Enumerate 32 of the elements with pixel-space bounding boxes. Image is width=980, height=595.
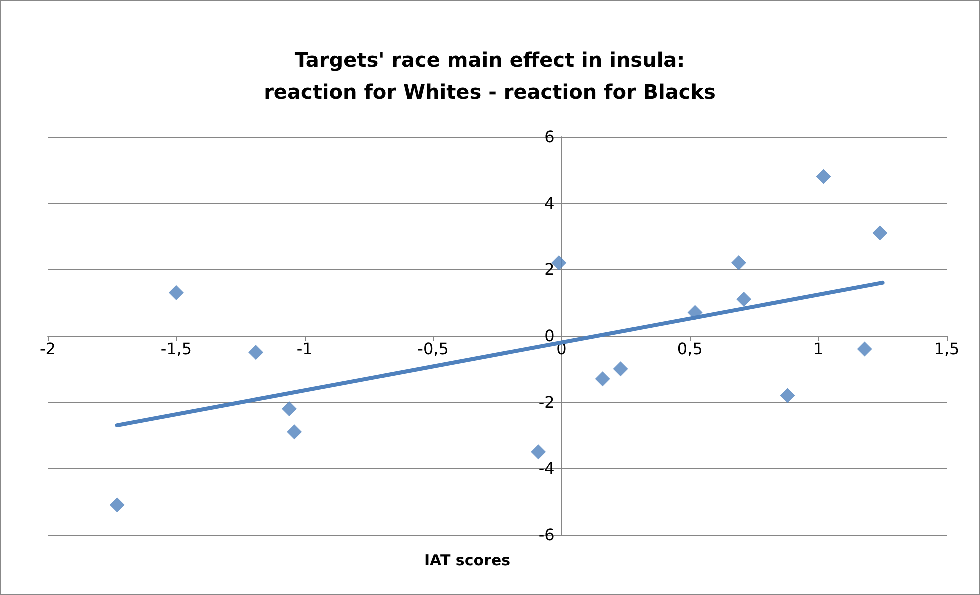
chart-title: Targets' race main effect in insula: reaction for Whites - reaction for Blacks [264,48,716,104]
point [613,362,628,377]
point [780,388,796,404]
point [531,444,546,460]
point [688,305,703,320]
point [736,292,752,308]
x-tick-label: -1 [296,340,313,358]
point [287,424,302,440]
x-tick-label: -0,5 [418,340,449,358]
point [282,401,297,416]
point [872,226,888,241]
x-tick-label: 1 [813,340,824,358]
y-tick-label: 6 [544,128,555,146]
point [731,256,746,271]
x-tick-label: 0,5 [677,340,703,358]
y-tick-label: -2 [538,392,555,412]
point [857,342,872,357]
point [168,285,184,300]
x-tick-label: -2 [40,340,56,358]
x-axis-title: IAT scores [424,552,511,570]
point [248,345,264,360]
x-tick-label: 1,5 [934,340,960,358]
y-tick-label: -4 [538,459,555,478]
y-tick-label: -6 [538,526,555,544]
y-tick-label: 0 [544,326,555,346]
y-tick-label: 4 [544,194,555,213]
x-tick-label: -1,5 [160,340,192,358]
point [552,256,567,271]
point [595,372,610,387]
point [816,169,832,184]
y-tick-label: 2 [544,260,555,280]
point [110,498,125,513]
